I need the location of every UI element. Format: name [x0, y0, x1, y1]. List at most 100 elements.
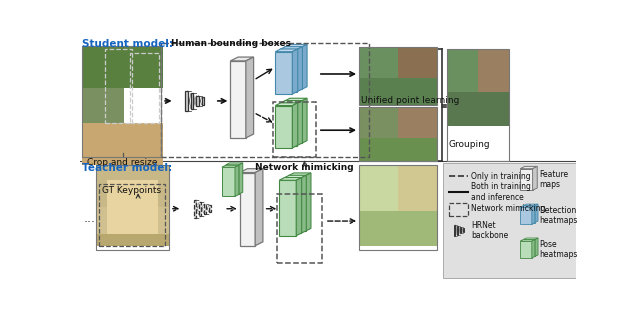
Bar — [447, 49, 509, 126]
Polygon shape — [292, 49, 298, 94]
Polygon shape — [209, 205, 211, 212]
Text: Network mimicking: Network mimicking — [472, 204, 546, 213]
Text: HRNet
backbone: HRNet backbone — [472, 220, 509, 240]
Bar — [359, 211, 436, 246]
Text: Human bounding boxes: Human bounding boxes — [171, 39, 291, 48]
Polygon shape — [196, 95, 198, 106]
Bar — [397, 165, 436, 211]
Text: Detection
heatmaps: Detection heatmaps — [539, 206, 577, 225]
Bar — [359, 78, 436, 105]
Bar — [359, 107, 397, 138]
Bar — [95, 234, 169, 246]
Polygon shape — [279, 180, 296, 236]
Text: Pose
heatmaps: Pose heatmaps — [539, 240, 577, 259]
Polygon shape — [285, 47, 301, 89]
Polygon shape — [301, 44, 307, 89]
Polygon shape — [524, 239, 535, 256]
Text: Both in training
and inference: Both in training and inference — [472, 182, 531, 202]
Bar — [81, 45, 163, 88]
Bar — [95, 207, 169, 246]
Polygon shape — [226, 165, 239, 194]
Bar — [359, 165, 436, 246]
Polygon shape — [524, 206, 535, 223]
Polygon shape — [532, 239, 535, 258]
Polygon shape — [454, 225, 455, 236]
Bar — [359, 47, 397, 78]
Polygon shape — [524, 238, 538, 239]
Text: GT Keypoints: GT Keypoints — [102, 186, 161, 195]
Polygon shape — [275, 49, 298, 52]
Polygon shape — [204, 204, 206, 214]
Text: Student model:: Student model: — [81, 39, 173, 49]
Polygon shape — [460, 227, 461, 233]
Polygon shape — [520, 169, 532, 190]
Bar — [447, 49, 478, 92]
Polygon shape — [284, 175, 307, 178]
Polygon shape — [285, 44, 307, 47]
Bar — [81, 123, 163, 165]
Polygon shape — [463, 228, 464, 232]
Polygon shape — [280, 103, 297, 146]
Polygon shape — [301, 98, 307, 143]
Polygon shape — [279, 178, 301, 180]
Bar — [359, 165, 397, 211]
Text: ...: ... — [84, 212, 96, 225]
Polygon shape — [280, 47, 303, 49]
Bar — [359, 107, 436, 161]
Bar — [107, 180, 157, 234]
Text: Teacher model:: Teacher model: — [81, 163, 172, 173]
Polygon shape — [520, 239, 535, 241]
Text: Grouping: Grouping — [449, 140, 490, 149]
Text: Unified point learning: Unified point learning — [360, 96, 459, 105]
Polygon shape — [191, 93, 193, 109]
Polygon shape — [289, 173, 311, 176]
Polygon shape — [235, 165, 239, 197]
Polygon shape — [255, 169, 263, 246]
Polygon shape — [275, 52, 292, 94]
Text: Feature
maps: Feature maps — [540, 170, 569, 189]
Bar — [359, 107, 436, 161]
Polygon shape — [239, 173, 255, 246]
Polygon shape — [524, 204, 538, 206]
Bar — [478, 49, 509, 92]
Bar — [81, 45, 161, 157]
Polygon shape — [275, 106, 292, 148]
Polygon shape — [297, 100, 303, 146]
Bar — [447, 49, 509, 161]
Bar — [447, 92, 509, 126]
Polygon shape — [292, 103, 298, 148]
Text: Network mimicking: Network mimicking — [255, 163, 354, 172]
Bar — [397, 107, 436, 138]
Polygon shape — [246, 57, 253, 138]
Polygon shape — [532, 166, 537, 190]
Bar — [359, 47, 436, 105]
Polygon shape — [239, 169, 263, 173]
Polygon shape — [230, 57, 253, 61]
Bar — [397, 47, 436, 78]
Polygon shape — [535, 238, 538, 256]
Bar — [359, 138, 436, 161]
Polygon shape — [202, 97, 204, 105]
Polygon shape — [520, 206, 535, 207]
Polygon shape — [275, 103, 298, 106]
Text: Only in training: Only in training — [472, 172, 531, 181]
Polygon shape — [239, 163, 243, 194]
Polygon shape — [285, 98, 307, 101]
Bar — [359, 47, 436, 105]
Polygon shape — [289, 176, 305, 231]
Bar — [443, 163, 576, 278]
Polygon shape — [457, 226, 458, 235]
Polygon shape — [297, 47, 303, 92]
Polygon shape — [520, 241, 532, 258]
Polygon shape — [284, 178, 301, 233]
Polygon shape — [301, 175, 307, 233]
Polygon shape — [222, 165, 239, 167]
Polygon shape — [194, 200, 196, 218]
Bar — [95, 165, 169, 207]
Polygon shape — [285, 101, 301, 143]
Polygon shape — [296, 178, 301, 236]
Polygon shape — [305, 173, 311, 231]
Polygon shape — [186, 91, 188, 111]
Polygon shape — [222, 167, 235, 197]
Polygon shape — [280, 49, 297, 92]
